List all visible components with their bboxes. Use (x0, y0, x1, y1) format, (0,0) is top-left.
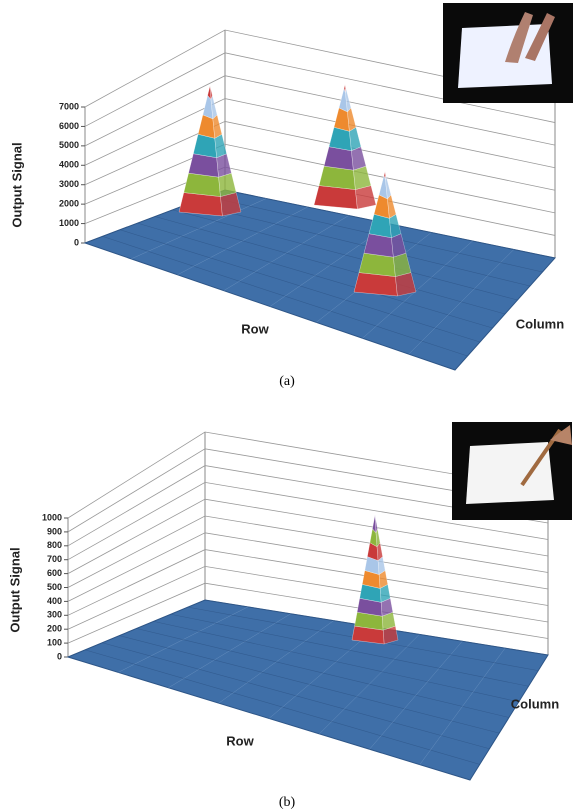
y-tick-label: 3000 (59, 179, 79, 189)
inset-photo-b (452, 422, 572, 520)
peak-band-side (349, 127, 361, 150)
y-tick-label: 1000 (59, 218, 79, 228)
y-tick-label: 800 (47, 540, 62, 550)
peak-band-side (217, 154, 232, 177)
peak-band-side (219, 173, 237, 196)
y-tick-label: 0 (57, 651, 62, 661)
y-tick-label: 4000 (59, 160, 79, 170)
y-tick-label: 700 (47, 554, 62, 564)
y-tick-label: 0 (74, 237, 79, 247)
peak-band-side (355, 186, 376, 209)
y-tick-label: 5000 (59, 140, 79, 150)
y-tick-label: 500 (47, 582, 62, 592)
grid-line (68, 533, 548, 602)
grid-line (85, 99, 555, 168)
y-tick-label: 600 (47, 568, 62, 578)
figure: 0 100 200 300 400 500 600 700 800 900 1000 Row Colum… (0, 0, 575, 812)
y-tick-label: 200 (47, 624, 62, 634)
floor (85, 190, 555, 370)
y-tick-label: 2000 (59, 199, 79, 209)
inset-photo-a (443, 3, 573, 103)
grid-line (68, 550, 548, 616)
z-axis-label: Column (511, 696, 559, 711)
peak (179, 86, 241, 216)
caption: (a) (279, 374, 295, 389)
y-axis-label: Output Signal (9, 142, 24, 227)
y-tick-label: 100 (47, 637, 62, 647)
caption: (b) (279, 795, 296, 810)
y-tick-label: 1000 (42, 512, 62, 522)
x-axis-label: Row (226, 733, 254, 748)
y-tick-label: 900 (47, 526, 62, 536)
peak-band-side (353, 166, 371, 189)
peak (314, 85, 376, 209)
y-tick-label: 6000 (59, 121, 79, 131)
y-tick-label: 7000 (59, 101, 79, 111)
z-axis-label: Column (516, 316, 564, 331)
grid-line (68, 516, 548, 588)
x-axis-label: Row (241, 321, 269, 336)
y-axis-label: Output Signal (7, 547, 22, 632)
peak (352, 515, 398, 644)
y-tick-label: 400 (47, 596, 62, 606)
y-tick-label: 300 (47, 610, 62, 620)
